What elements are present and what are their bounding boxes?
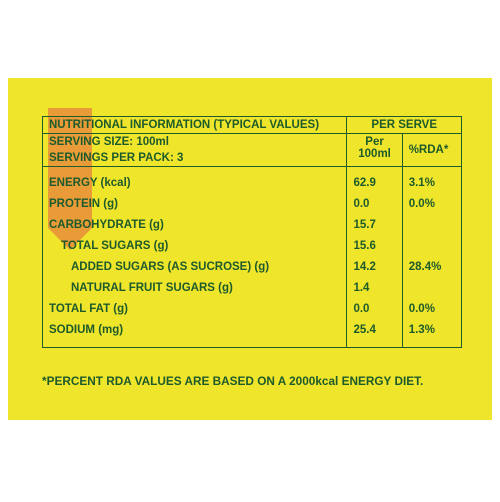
- rda-value: [401, 278, 463, 299]
- per-100ml-value: 15.6: [346, 236, 403, 257]
- nutrient-row: CARBOHYDRATE (g) 15.7: [41, 215, 463, 236]
- nutrient-name: TOTAL SUGARS (g): [41, 236, 348, 257]
- nutrient-name: CARBOHYDRATE (g): [41, 215, 348, 236]
- nutrient-name: ENERGY (kcal): [41, 166, 348, 194]
- rda-value: 0.0%: [401, 299, 463, 320]
- nutrient-row: TOTAL SUGARS (g) 15.6: [41, 236, 463, 257]
- servings-per-pack: SERVINGS PER PACK: 3: [49, 152, 184, 164]
- rda-value: 3.1%: [401, 166, 463, 194]
- per-100ml-value: 0.0: [346, 194, 403, 215]
- nutrient-row: ADDED SUGARS (AS SUCROSE) (g) 14.2 28.4%: [41, 257, 463, 278]
- per-100ml-value: 25.4: [346, 320, 403, 348]
- nutrient-row: PROTEIN (g) 0.0 0.0%: [41, 194, 463, 215]
- per-100ml-value: 15.7: [346, 215, 403, 236]
- per-100ml-value: 1.4: [346, 278, 403, 299]
- footnote: *PERCENT RDA VALUES ARE BASED ON A 2000k…: [42, 374, 424, 388]
- rda-value: 1.3%: [401, 320, 463, 348]
- per-serve: PER SERVE: [346, 116, 462, 134]
- nutrient-name: PROTEIN (g): [41, 194, 348, 215]
- per-100ml-value: 14.2: [346, 257, 403, 278]
- nutrient-row: TOTAL FAT (g) 0.0 0.0%: [41, 299, 463, 320]
- nutrient-name: ADDED SUGARS (AS SUCROSE) (g): [41, 257, 348, 278]
- label-panel: NUTRITIONAL INFORMATION (TYPICAL VALUES)…: [8, 78, 492, 420]
- rda-value: 28.4%: [401, 257, 463, 278]
- per-100ml: Per 100ml: [346, 133, 403, 167]
- nutrient-name: TOTAL FAT (g): [41, 299, 348, 320]
- nutrient-name: SODIUM (mg): [41, 320, 348, 348]
- rda-value: [401, 215, 463, 236]
- nutrient-row: ENERGY (kcal) 62.9 3.1%: [41, 166, 463, 194]
- per-100ml-value: 62.9: [346, 166, 403, 194]
- per-100ml-value: 0.0: [346, 299, 403, 320]
- serving-info: SERVING SIZE: 100ml SERVINGS PER PACK: 3: [41, 133, 348, 167]
- nutrient-row: NATURAL FRUIT SUGARS (g) 1.4: [41, 278, 463, 299]
- title: NUTRITIONAL INFORMATION (TYPICAL VALUES): [41, 116, 348, 134]
- nutrient-name: NATURAL FRUIT SUGARS (g): [41, 278, 348, 299]
- rda-header: %RDA*: [401, 133, 463, 167]
- rda-value: [401, 236, 463, 257]
- rda-value: 0.0%: [401, 194, 463, 215]
- nutrition-table: NUTRITIONAL INFORMATION (TYPICAL VALUES)…: [41, 116, 463, 348]
- serving-size: SERVING SIZE: 100ml: [49, 136, 169, 148]
- nutrient-row: SODIUM (mg) 25.4 1.3%: [41, 320, 463, 348]
